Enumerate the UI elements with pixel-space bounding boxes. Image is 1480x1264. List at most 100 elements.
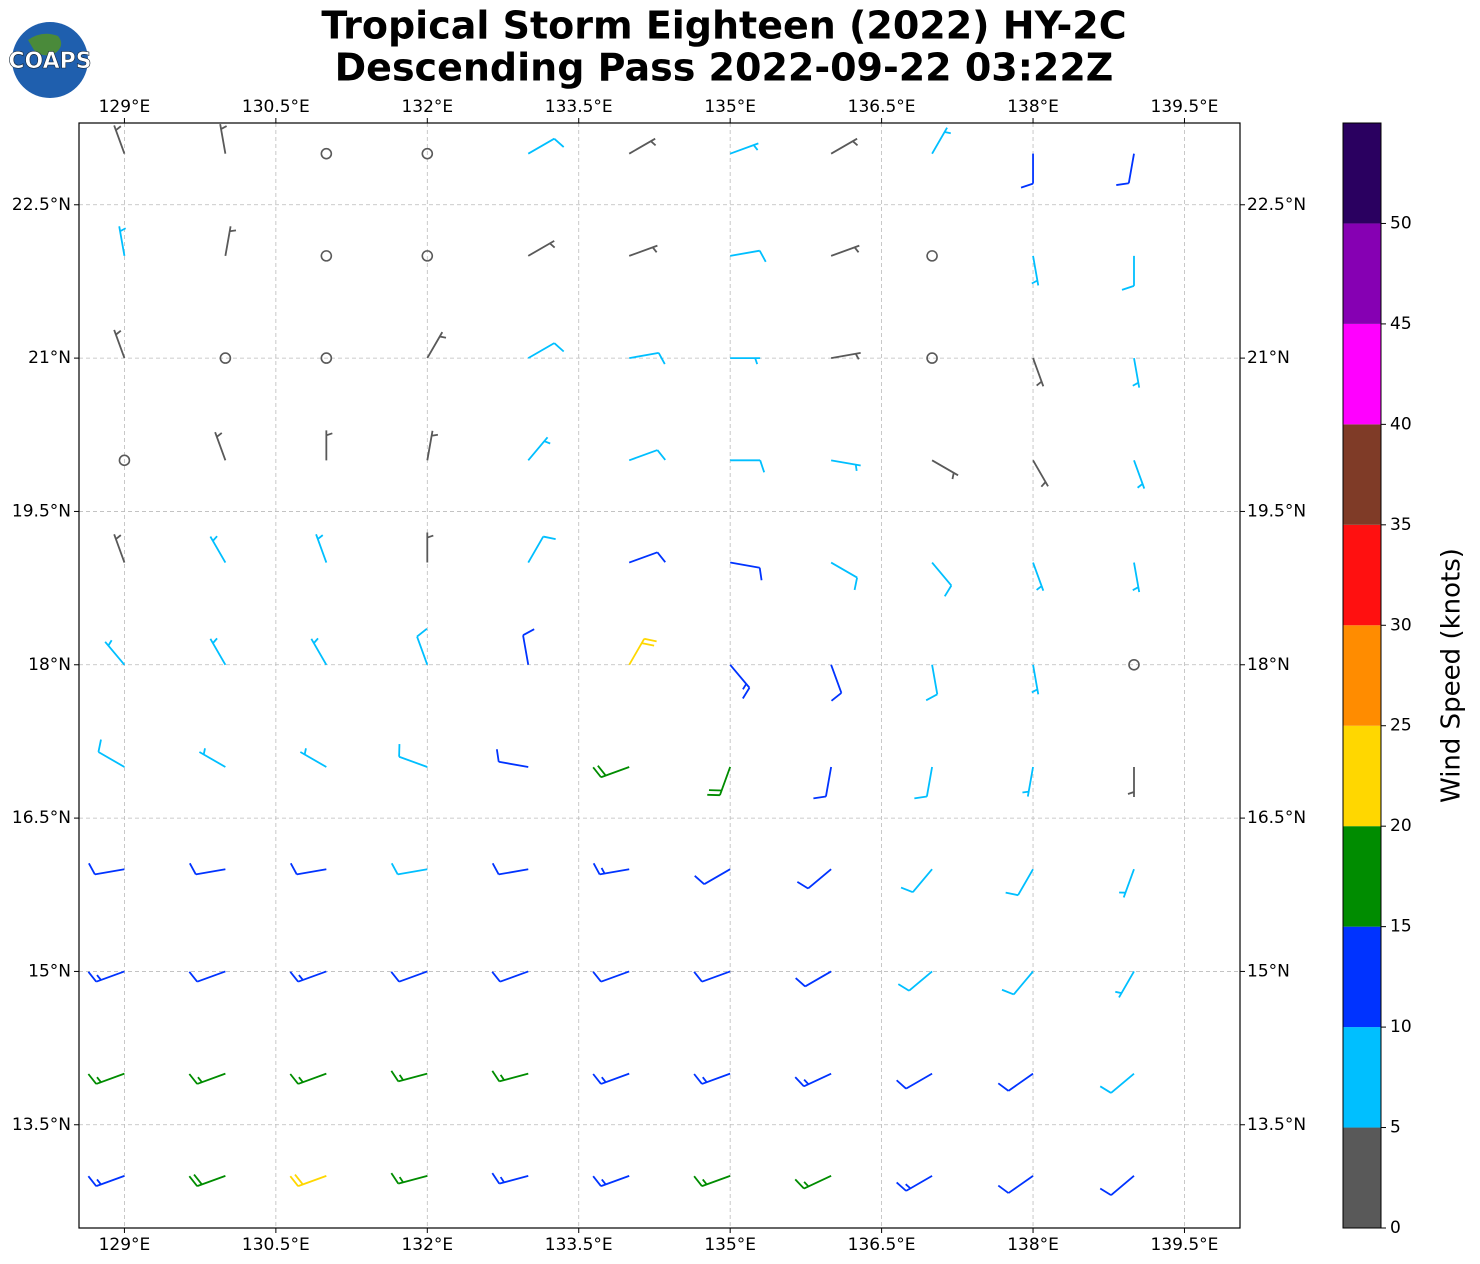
colorbar-bin [1343,1027,1381,1128]
barb-shape [628,244,658,257]
barb-shape [900,868,933,894]
wind-barb [628,449,666,462]
colorbar-tick-label: 5 [1390,1118,1401,1138]
barb-shape [730,249,767,263]
y-tick-label: 15°N [1247,961,1290,981]
wind-barb [830,664,843,702]
barb-shape [1099,1175,1135,1196]
barb-shape [1132,562,1141,593]
barb-shape [188,1072,226,1085]
wind-barb [87,1175,125,1187]
barb-shape [1119,868,1135,898]
barb-shape [592,970,630,983]
colorbar-tick-label: 15 [1390,917,1412,937]
wind-barb [1031,255,1040,286]
barb-shape [896,1072,933,1090]
barb-shape [87,1175,125,1187]
wind-barb [325,430,333,461]
barb-shape [931,459,959,480]
barb-shape [997,1175,1034,1194]
barb-shape [796,868,832,890]
wind-barb [390,1070,428,1083]
barb-shape [491,1172,529,1185]
wind-barb [830,137,859,155]
colorbar-bin [1343,123,1381,224]
wind-barb [390,970,428,983]
y-tick-label: 22.5°N [1247,195,1306,215]
wind-barb [421,147,434,160]
barb-shape [931,127,951,155]
wind-barb [310,637,328,666]
wind-barb [188,1173,226,1187]
colorbar-bin [1343,424,1381,525]
wind-barb [896,1072,933,1090]
wind-barb [1132,562,1141,593]
wind-barb [931,127,951,155]
wind-barb [926,250,938,262]
barb-shape [88,862,125,876]
barb-shape [299,748,327,768]
wind-barb [320,147,333,160]
barb-shape [188,970,226,983]
colorbar-bin [1343,323,1381,425]
barb-shape [1121,255,1135,291]
barb-shape [1005,868,1034,897]
barb-shape [830,244,860,257]
barb-shape [1032,357,1045,387]
wind-barb [527,342,565,359]
wind-barb [997,1175,1034,1194]
wind-barb [289,1173,327,1187]
wind-barb [1115,970,1135,998]
wind-barb [830,244,860,257]
wind-barb [214,431,227,461]
wind-barb [390,1172,428,1185]
colorbar-bin [1343,826,1381,927]
x-tick-label: 130.5°E [242,97,310,117]
barb-shape [830,459,861,472]
colorbar-label: Wind Speed (knots) [1437,548,1467,803]
barb-shape [390,970,428,983]
barb-shape [729,664,751,699]
barb-shape [1032,562,1045,592]
wind-barb [118,454,131,467]
barb-shape [310,637,328,666]
barb-shape [592,765,630,779]
barb-shape [325,430,333,461]
barb-shape [527,436,551,461]
wind-barb [188,970,226,983]
barb-shape [527,342,565,359]
barb-shape [1133,460,1146,489]
barb-shape [426,331,447,359]
wind-barb [289,862,327,876]
y-tick-label: 16.5°N [12,808,71,828]
y-tick-label: 16.5°N [1247,808,1306,828]
wind-barb [628,137,657,155]
wind-barb [730,459,766,473]
wind-barb [1022,766,1034,797]
wind-barb [189,862,226,876]
barb-shape [628,449,666,462]
wind-barb [188,1072,226,1085]
colorbar-tick-label: 35 [1390,515,1412,535]
barb-shape [118,226,127,257]
wind-barb [426,532,434,563]
barb-shape [289,862,327,876]
wind-barb [1121,255,1135,291]
calm-circle [1128,658,1140,671]
colorbar-bin [1343,524,1381,626]
wind-barb [592,862,630,876]
wind-barb [198,748,226,768]
calm-circle [118,454,131,467]
barb-shape [113,534,126,563]
barb-shape [628,551,666,564]
barb-shape [1031,664,1040,695]
colorbar-tick-label: 30 [1390,615,1412,635]
colorbar-tick-label: 25 [1390,716,1412,736]
colorbar-frame [1342,122,1382,1229]
barb-shape [426,532,434,563]
x-tick-label: 132°E [401,1235,453,1255]
wind-barb [522,628,535,665]
wind-barb [830,459,861,472]
wind-barb [495,749,529,768]
